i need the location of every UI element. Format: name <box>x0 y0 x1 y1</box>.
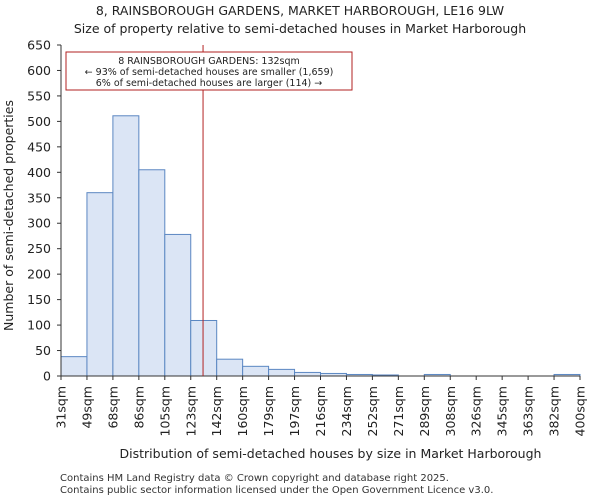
bar-123sqm <box>190 319 218 377</box>
x-tick-label: 86sqm <box>131 386 146 429</box>
x-tick-label: 252sqm <box>365 386 380 436</box>
bar-179sqm <box>268 368 296 377</box>
footer-line-1: Contains HM Land Registry data © Crown c… <box>60 473 449 484</box>
annotation-line-2: ← 93% of semi-detached houses are smalle… <box>85 67 334 78</box>
chart-title: 8, RAINSBOROUGH GARDENS, MARKET HARBOROU… <box>95 3 505 18</box>
x-tick-label: 197sqm <box>287 386 302 436</box>
x-tick-label: 400sqm <box>573 386 588 436</box>
x-axis-label: Distribution of semi-detached houses by … <box>120 446 542 461</box>
bar-142sqm <box>216 358 244 377</box>
ticks-group: 0 50 100 150 200 250 300 350 400 450 500 550 600 650 3… <box>27 38 587 437</box>
x-tick-label: 326sqm <box>469 386 484 436</box>
y-tick-label: 100 <box>27 318 51 333</box>
y-tick-label: 200 <box>27 267 51 282</box>
chart-subtitle: Size of property relative to semi-detach… <box>73 21 527 36</box>
x-tick-label: 345sqm <box>495 386 510 436</box>
y-tick-label: 300 <box>27 216 51 231</box>
bar-105sqm <box>164 233 192 377</box>
x-tick-label: 49sqm <box>79 386 94 429</box>
y-axis-label: Number of semi-detached properties <box>1 100 16 331</box>
x-tick-label: 216sqm <box>313 386 328 436</box>
x-tick-label: 271sqm <box>391 386 406 436</box>
annotation-line-3: 6% of semi-detached houses are larger (1… <box>96 78 323 89</box>
annotation-box <box>65 51 353 91</box>
bar-68sqm <box>112 115 140 377</box>
y-tick-label: 150 <box>27 292 51 307</box>
y-tick-label: 600 <box>27 63 51 78</box>
x-tick-label: 105sqm <box>157 386 172 436</box>
bar-160sqm <box>242 365 270 377</box>
x-tick-label: 308sqm <box>443 386 458 436</box>
x-tick-label: 289sqm <box>417 386 432 436</box>
x-tick-label: 382sqm <box>547 386 562 436</box>
y-tick-label: 450 <box>27 139 51 154</box>
y-tick-label: 50 <box>35 343 51 358</box>
y-tick-label: 0 <box>43 369 51 384</box>
annotation-line-1: 8 RAINSBOROUGH GARDENS: 132sqm <box>118 56 300 67</box>
y-tick-label: 400 <box>27 165 51 180</box>
x-tick-label: 123sqm <box>183 386 198 436</box>
bars-group <box>60 115 581 377</box>
bar-49sqm <box>86 192 114 377</box>
y-tick-label: 650 <box>27 38 51 53</box>
x-tick-label: 363sqm <box>521 386 536 436</box>
x-tick-label: 160sqm <box>235 386 250 436</box>
y-tick-label: 500 <box>27 114 51 129</box>
x-tick-label: 234sqm <box>339 386 354 436</box>
y-tick-label: 250 <box>27 241 51 256</box>
x-tick-label: 68sqm <box>105 386 120 429</box>
bar-197sqm <box>294 371 321 377</box>
x-tick-label: 142sqm <box>209 386 224 436</box>
bar-86sqm <box>138 169 166 377</box>
y-tick-label: 350 <box>27 190 51 205</box>
footer-line-2: Contains public sector information licen… <box>60 485 494 496</box>
x-tick-label: 179sqm <box>261 386 276 436</box>
bar-31sqm <box>60 356 88 377</box>
x-tick-label: 31sqm <box>54 386 69 429</box>
y-tick-label: 550 <box>27 88 51 103</box>
